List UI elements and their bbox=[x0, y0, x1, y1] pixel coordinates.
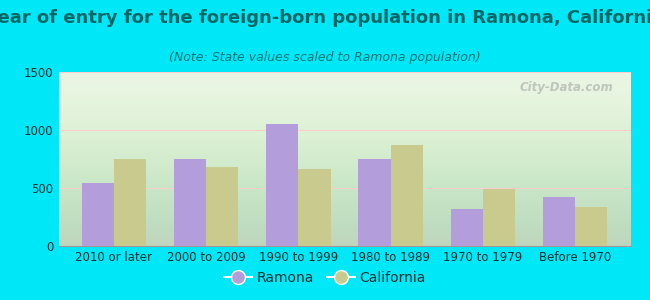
Text: Year of entry for the foreign-born population in Ramona, California: Year of entry for the foreign-born popul… bbox=[0, 9, 650, 27]
Bar bbox=[391, 145, 423, 246]
Bar bbox=[81, 183, 114, 246]
Bar bbox=[543, 197, 575, 246]
Bar bbox=[575, 207, 608, 246]
Bar bbox=[174, 159, 206, 246]
Bar bbox=[358, 159, 391, 246]
Bar bbox=[206, 167, 239, 246]
Bar bbox=[266, 124, 298, 246]
Bar bbox=[483, 189, 515, 246]
Legend: Ramona, California: Ramona, California bbox=[218, 265, 432, 290]
Bar bbox=[450, 209, 483, 246]
Text: City-Data.com: City-Data.com bbox=[519, 81, 614, 94]
Bar bbox=[298, 169, 331, 246]
Bar bbox=[114, 159, 146, 246]
Text: (Note: State values scaled to Ramona population): (Note: State values scaled to Ramona pop… bbox=[169, 51, 481, 64]
